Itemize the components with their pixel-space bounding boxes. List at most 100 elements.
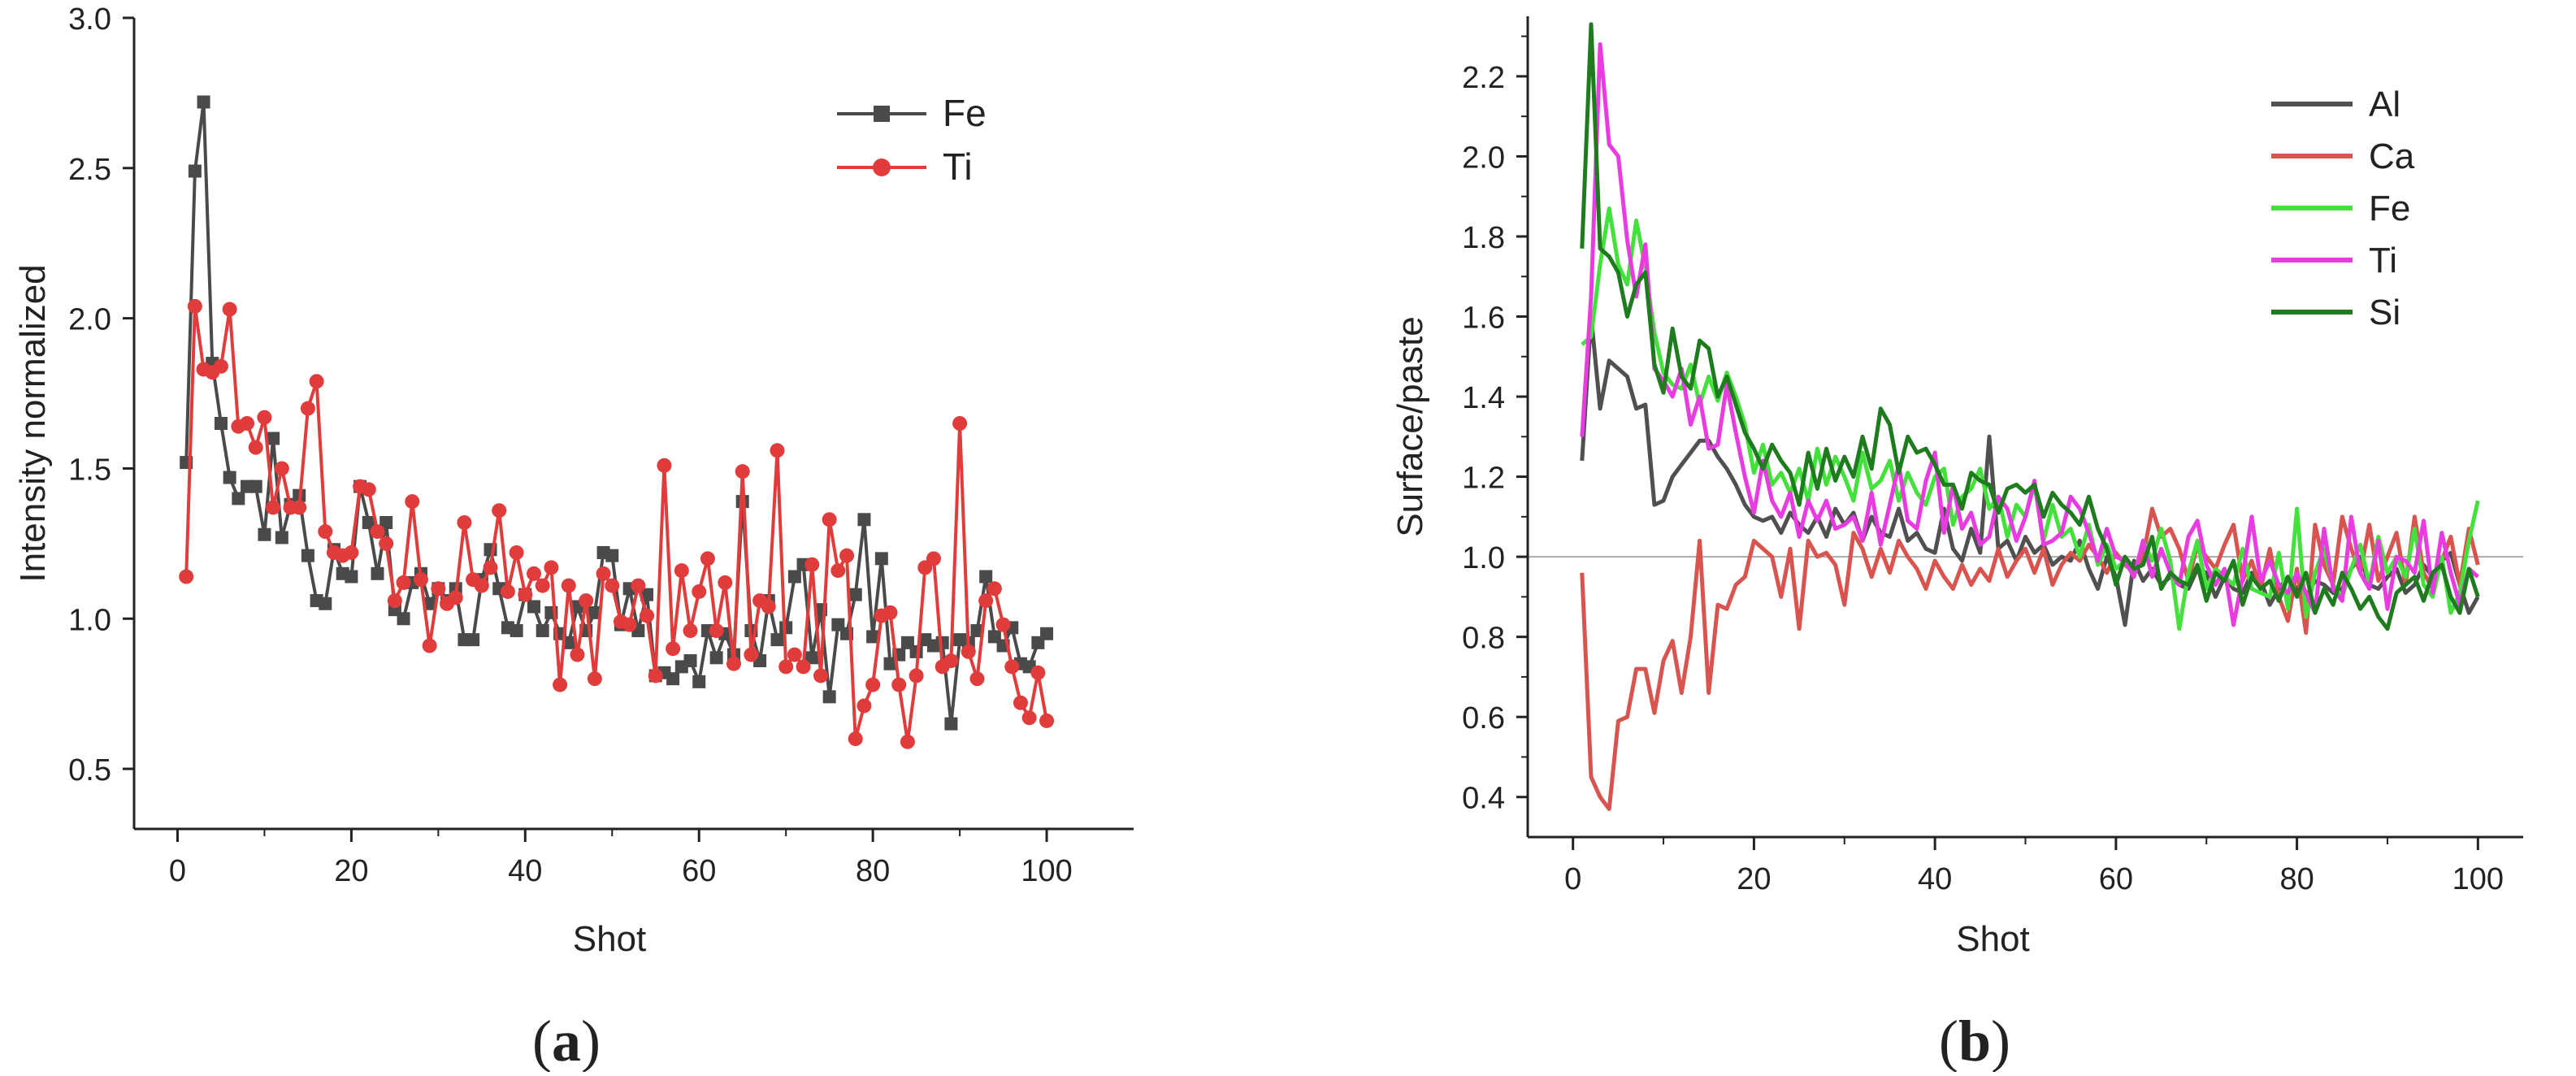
panel-a-fe-marker [787,570,801,584]
panel-a-ti-marker [770,443,785,458]
panel-a-ti-marker [1004,659,1020,675]
panel-a-y-tick-label: 3.0 [68,2,111,37]
panel-b-y-tick-label: 1.4 [1462,381,1505,415]
panel-a-ti-marker [622,617,637,632]
panel-a-ti-marker [900,734,915,749]
panel-a-fe-marker [605,549,619,562]
panel-a-ti-marker [318,524,333,540]
panel-a-ti-marker [648,668,663,683]
panel-a-ti-marker [1030,665,1046,680]
panel-a-ti-marker [856,698,872,714]
panel-a-ti-marker [213,358,228,374]
panel-a-ti-marker [309,374,324,389]
panel-a-fe-marker [223,471,236,484]
panel-b-y-tick-label: 0.4 [1462,782,1505,816]
panel-a-fe-marker [536,624,549,638]
legend-marker-square-icon [874,106,890,122]
panel-a-label-paren: ( [532,1009,552,1072]
panel-a-x-tick-label: 20 [334,854,368,888]
panel-b-x-tick-label: 0 [1564,862,1581,896]
panel-a-ti-marker [431,581,446,597]
panel-b-x-tick-label: 20 [1737,862,1771,896]
panel-b-label-letter: b [1958,1009,1991,1072]
panel-a-ti-marker [883,605,898,620]
panel-a-ti-marker [379,536,394,551]
panel-a-fe-marker [770,633,784,647]
panel-a-fe-marker [805,651,819,665]
panel-a-ti-marker [422,638,437,653]
panel-a-ti-marker [222,302,237,317]
panel-a-ti-marker [179,569,194,584]
panel-a-x-tick-label: 0 [169,854,186,888]
panel-a-series-ti-line [184,304,1048,744]
panel-a-ti-marker [778,659,794,675]
panel-a-ti-marker [830,563,846,579]
panel-a-ti-marker [683,623,698,639]
panel-a-fe-marker [857,513,871,527]
panel-a-fe-marker [267,432,280,445]
panel-b-x-tick-label: 80 [2279,862,2314,896]
panel-a-ti-marker [344,545,359,560]
panel-a-ti-marker [761,599,776,614]
panel-b-y-axis-label: Surface/paste [1390,316,1430,537]
panel-a-ti-marker [570,647,585,662]
panel-a-ti-marker [995,617,1011,632]
panel-a-ti-marker [553,677,568,692]
panel-a-ti-marker [631,578,646,593]
panel-a-fe-marker [379,515,393,529]
panel-a-ti-marker [266,500,281,515]
panel-a-fe-marker [640,588,654,601]
panel-a-ti-marker [292,500,307,515]
panel-b-y-tick-label: 1.2 [1462,462,1505,496]
panel-a-fe-marker [301,549,314,562]
panel-a-ti-marker [544,560,559,575]
panel-a-ti-marker [492,503,507,518]
panel-a-ti-marker [1021,710,1037,726]
panel-b-y-tick-label: 1.0 [1462,541,1505,575]
panel-a-fe-marker [1040,627,1054,640]
panel-a-ti-marker [848,731,863,747]
panel-a-ti-marker [587,671,602,687]
panel-a-y-tick-label: 1.5 [68,453,111,487]
panel-a-fe-marker [188,164,202,178]
panel-a-y-tick-label: 0.5 [68,753,111,787]
panel-a-ti-marker [822,512,837,527]
panel-a-ti-marker [187,298,202,314]
panel-a-chart: 0.5 1.0 1.5 2.0 2.5 3.0 0 20 40 60 80 100 Shot Inte… [13,2,1134,1074]
panel-a-y-tick-label: 1.0 [68,603,111,637]
panel-a-ti-marker [744,647,759,662]
panel-a-ti-marker [909,668,924,683]
panel-a-ti-marker [300,401,315,416]
panel-a-ti-marker [961,644,976,659]
panel-a-fe-marker [666,672,680,686]
panel-a-x-axis-label: Shot [573,919,647,959]
panel-a-fe-marker [214,417,228,430]
panel-a-fe-marker [362,515,375,529]
panel-a-ti-marker [535,578,550,593]
panel-a-fe-marker [319,597,332,610]
panel-a-x-tick-label: 80 [856,854,890,888]
panel-a-ti-marker [726,656,741,671]
panel-a-ti-marker [509,545,524,560]
panel-a-ti-marker [943,653,959,669]
panel-b-y-tick-label: 2.2 [1462,61,1505,95]
panel-a-fe-marker [275,531,288,545]
panel-a-ti-marker [1013,695,1028,710]
panel-a-ti-marker [839,548,855,563]
panel-a-y-axis-label: Intensity normalized [13,264,53,582]
panel-a-fe-marker [683,654,697,668]
panel-a-ti-marker [917,560,933,575]
panel-a-ti-marker [1039,713,1055,728]
panel-a-ti-marker [735,464,750,479]
legend-label-fe: Fe [2369,189,2410,228]
panel-a-ti-marker [518,587,533,602]
panel-a-x-tick-label: 100 [1021,854,1072,888]
panel-a-fe-marker [848,588,862,601]
panel-a-ti-marker [257,410,272,425]
legend-marker-circle-icon [873,158,891,176]
panel-a-fe-marker [822,690,836,704]
panel-a-ti-marker [527,566,541,581]
panel-a-fe-marker [527,600,540,614]
